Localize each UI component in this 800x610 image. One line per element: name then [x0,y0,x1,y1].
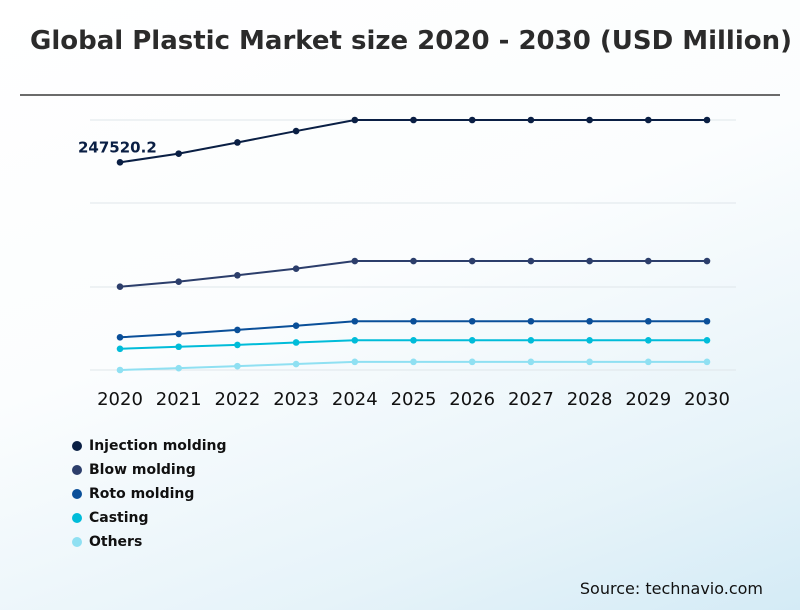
legend: Injection molding Blow molding Roto moldin… [72,434,227,554]
data-point [645,358,652,366]
data-point [234,271,241,279]
legend-swatch-icon [72,441,82,451]
data-point [292,265,300,272]
data-point [234,362,241,370]
x-tick-label: 2025 [391,389,437,410]
x-tick-label: 2027 [508,389,554,410]
data-point [586,358,593,366]
x-tick-label: 2028 [567,389,613,410]
x-tick-label: 2022 [214,389,260,410]
data-point [586,337,593,344]
series-points [116,116,711,374]
source-note: Source: technavio.com [579,579,763,598]
data-point [175,278,182,285]
data-point [586,257,593,265]
data-point [645,317,652,325]
legend-swatch-icon [72,465,82,475]
series-lines [119,119,707,371]
data-point [410,358,417,366]
data-point [410,337,417,344]
x-tick-label: 2030 [684,389,730,410]
legend-label: Injection molding [89,438,227,454]
data-point [234,139,241,146]
x-tick-label: 2026 [449,389,495,410]
data-point [116,333,124,341]
data-point [351,257,359,265]
data-point [703,358,711,366]
data-point [116,366,124,374]
data-point [292,339,300,346]
title-divider [20,94,780,96]
x-tick-label: 2021 [156,389,202,410]
x-tick-label: 2020 [97,389,143,410]
data-point [527,116,535,124]
data-point [351,116,359,124]
data-label: 247520.2 [78,138,157,156]
data-point [527,257,535,265]
data-point [468,337,476,344]
data-point [410,116,417,124]
data-point [586,317,593,325]
data-point [175,150,182,157]
legend-swatch-icon [72,537,82,547]
legend-item: Roto molding [72,482,227,506]
data-point [351,337,359,344]
x-tick-label: 2023 [273,389,319,410]
legend-item: Injection molding [72,434,227,458]
data-point [645,337,652,344]
data-point [586,116,593,124]
data-point [116,283,124,290]
data-point [645,116,652,124]
chart-title: Global Plastic Market size 2020 - 2030 (… [30,26,792,56]
legend-swatch-icon [72,513,82,523]
series-line [119,260,707,288]
data-point [175,330,182,338]
data-point [527,317,535,325]
legend-item: Others [72,530,227,554]
data-point [175,343,182,351]
legend-label: Casting [89,510,149,526]
series-line [119,119,707,164]
data-point [116,345,124,353]
data-point [292,360,300,368]
data-point [468,317,476,325]
data-point [703,317,711,325]
data-labels: 247520.2 [78,138,157,156]
legend-label: Blow molding [89,462,196,478]
data-point [292,322,300,330]
legend-swatch-icon [72,489,82,499]
legend-item: Casting [72,506,227,530]
data-point [234,341,241,349]
data-point [351,317,359,325]
legend-label: Others [89,534,143,550]
legend-item: Blow molding [72,458,227,482]
data-point [703,116,711,124]
data-point [468,257,476,265]
legend-label: Roto molding [89,486,195,502]
data-point [175,364,182,372]
data-point [410,317,417,325]
data-point [527,358,535,366]
data-point [351,358,359,366]
data-point [410,257,417,265]
data-point [116,159,124,166]
data-point [645,257,652,265]
data-point [292,127,300,135]
x-tick-label: 2024 [332,389,378,410]
data-point [703,337,711,344]
data-point [468,116,476,124]
data-point [234,326,241,334]
data-point [703,257,711,265]
data-point [468,358,476,366]
x-tick-label: 2029 [625,389,671,410]
data-point [527,337,535,344]
x-axis-ticks: 2020 2021 2022 2023 2024 2025 2026 2027 2028 2029… [97,389,730,410]
